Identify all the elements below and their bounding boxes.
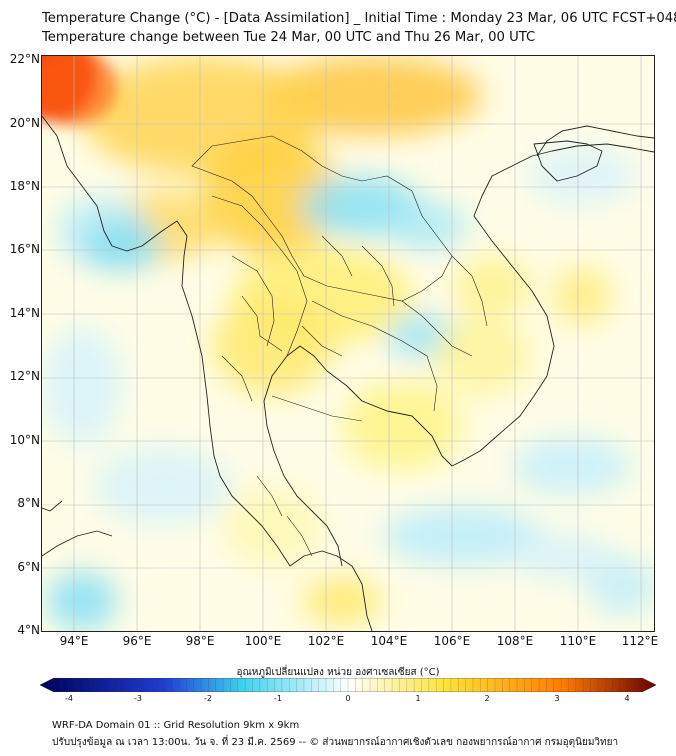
colorbar-tick: -3 [134, 694, 142, 703]
lon-label-94e: 94°E [59, 634, 89, 648]
colorbar-tick: 0 [345, 694, 351, 703]
lon-label-102e: 102°E [307, 634, 345, 648]
footer-credit: ปรับปรุงข้อมูล ณ เวลา 13:00น. วัน จ. ที่… [52, 737, 619, 748]
lat-label-8n: 8°N [17, 496, 40, 510]
lon-label-112e: 112°E [621, 634, 659, 648]
colorbar-tick: 4 [624, 694, 630, 703]
colorbar-tick: -2 [204, 694, 212, 703]
lat-label-14n: 14°N [9, 306, 40, 320]
colorbar-tick: 2 [484, 694, 490, 703]
colorbar-tick: 3 [554, 694, 560, 703]
map-title: Temperature Change (°C) - [Data Assimila… [42, 11, 676, 26]
colorbar-tick: 1 [415, 694, 421, 703]
footer-model-info: WRF-DA Domain 01 :: Grid Resolution 9km … [52, 720, 300, 731]
lon-label-110e: 110°E [559, 634, 597, 648]
lat-label-22n: 22°N [9, 52, 40, 66]
map-subtitle: Temperature change between Tue 24 Mar, 0… [42, 30, 536, 45]
lat-label-6n: 6°N [17, 560, 40, 574]
colorbar-tick: -4 [65, 694, 73, 703]
lon-label-96e: 96°E [122, 634, 152, 648]
lat-label-12n: 12°N [9, 369, 40, 383]
graticule [42, 56, 654, 631]
admin-borders [191, 135, 488, 557]
lon-label-98e: 98°E [185, 634, 215, 648]
lat-label-4n: 4°N [17, 623, 40, 637]
lat-label-16n: 16°N [9, 242, 40, 256]
lon-label-100e: 100°E [244, 634, 282, 648]
temperature-change-map [41, 55, 655, 632]
colorbar-tick: -1 [274, 694, 282, 703]
colorbar-scale [40, 678, 656, 692]
coastlines [42, 115, 654, 631]
temperature-field [42, 56, 654, 631]
map-canvas [42, 56, 654, 631]
lat-label-10n: 10°N [9, 433, 40, 447]
lat-label-20n: 20°N [9, 116, 40, 130]
lon-label-108e: 108°E [496, 634, 534, 648]
colorbar [40, 678, 656, 692]
colorbar-title: อุณหภูมิเปลี่ยนแปลง หน่วย องศาเซลเซียส (… [236, 667, 440, 678]
lat-label-18n: 18°N [9, 179, 40, 193]
lon-label-106e: 106°E [433, 634, 471, 648]
lon-label-104e: 104°E [370, 634, 408, 648]
